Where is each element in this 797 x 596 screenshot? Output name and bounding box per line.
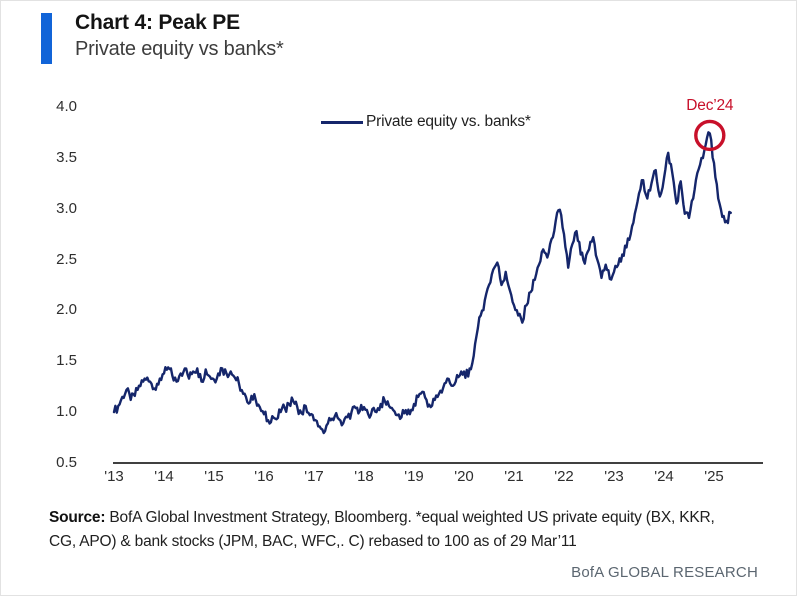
x-axis-tick-label: '25 — [704, 468, 724, 485]
source-text-line1: BofA Global Investment Strategy, Bloombe… — [105, 509, 715, 526]
x-axis-tick-label: '20 — [454, 468, 474, 485]
source-label: Source: — [49, 509, 106, 526]
y-axis-tick-label: 4.0 — [56, 98, 77, 115]
pe-vs-banks-series-line — [112, 131, 732, 435]
x-axis-tick-label: '15 — [204, 468, 224, 485]
source-note: Source: BofA Global Investment Strategy,… — [49, 506, 761, 554]
y-axis-tick-label: 1.5 — [56, 352, 77, 370]
x-axis-tick-label: '17 — [304, 468, 324, 485]
y-axis-tick-label: 0.5 — [56, 454, 77, 471]
x-axis-tick-label: '18 — [354, 468, 374, 485]
chart-subtitle: Private equity vs banks* — [75, 38, 284, 60]
x-axis-tick-label: '19 — [404, 468, 424, 485]
y-axis-tick-label: 2.5 — [56, 250, 77, 268]
legend-line-swatch — [321, 120, 363, 124]
y-axis-tick-label: 2.0 — [56, 301, 77, 319]
chart-title: Chart 4: Peak PE — [75, 11, 240, 34]
peak-annotation-label: Dec’24 — [686, 97, 734, 115]
y-axis-tick-label: 1.0 — [56, 403, 77, 421]
legend: Private equity vs. banks* — [321, 113, 531, 130]
y-axis-tick-label: 3.0 — [56, 199, 77, 217]
x-axis-tick-label: '22 — [554, 468, 574, 485]
x-axis-tick-label: '16 — [254, 468, 274, 485]
title-accent-bar — [41, 13, 52, 64]
x-axis-tick-label: '13 — [104, 468, 124, 485]
x-axis-tick-label: '21 — [504, 468, 524, 485]
y-axis-tick-label: 3.5 — [56, 148, 77, 166]
source-text-line2: CG, APO) & bank stocks (JPM, BAC, WFC,. … — [49, 533, 577, 550]
x-axis-tick-label: '23 — [604, 468, 624, 485]
x-axis-tick-label: '24 — [654, 468, 674, 485]
x-axis-tick-label: '14 — [154, 468, 174, 485]
bofa-global-research-brand: BofA GLOBAL RESEARCH — [571, 564, 758, 581]
peak-circle-annotation — [694, 119, 726, 152]
legend-label: Private equity vs. banks* — [366, 113, 531, 130]
